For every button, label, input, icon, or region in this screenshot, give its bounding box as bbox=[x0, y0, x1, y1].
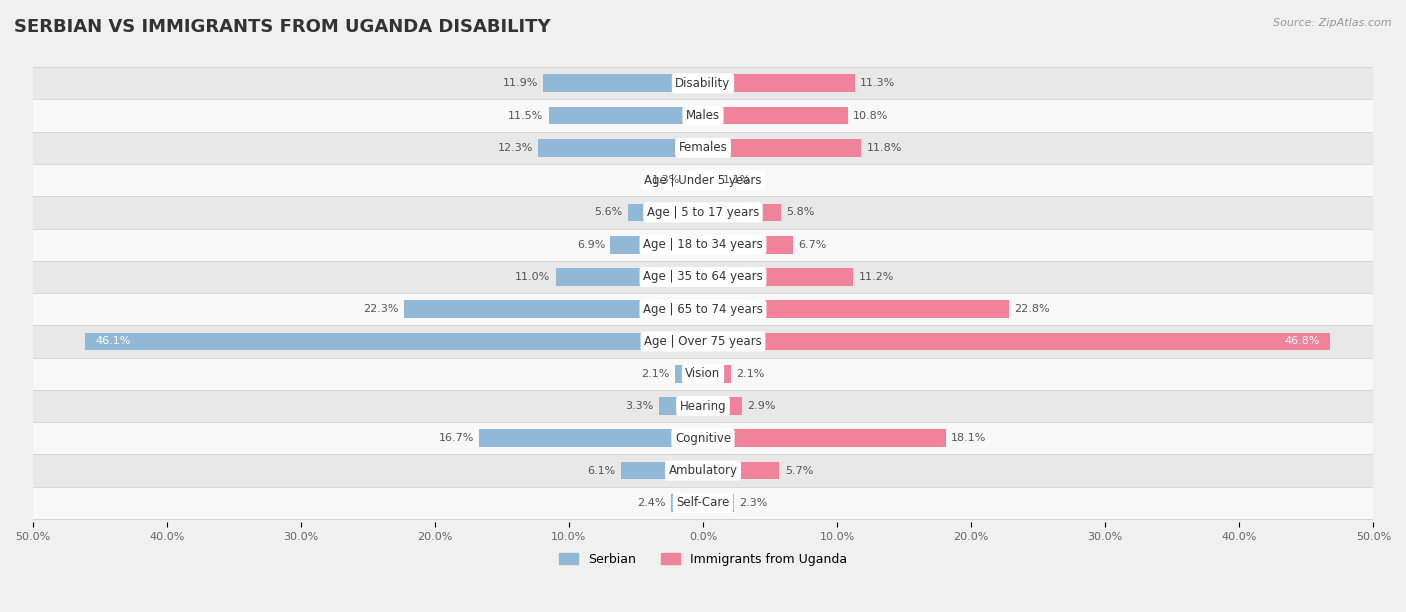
Text: 46.8%: 46.8% bbox=[1284, 337, 1320, 346]
Bar bbox=[32, 228, 1374, 261]
Text: 2.4%: 2.4% bbox=[637, 498, 665, 508]
Text: 2.3%: 2.3% bbox=[740, 498, 768, 508]
Bar bbox=[404, 300, 703, 318]
Text: 46.1%: 46.1% bbox=[96, 337, 131, 346]
Text: 5.7%: 5.7% bbox=[785, 466, 813, 476]
Bar bbox=[32, 455, 1374, 487]
Text: 18.1%: 18.1% bbox=[950, 433, 987, 443]
Text: 1.1%: 1.1% bbox=[723, 175, 751, 185]
Bar bbox=[538, 139, 703, 157]
Text: Age | 5 to 17 years: Age | 5 to 17 years bbox=[647, 206, 759, 219]
Text: 2.1%: 2.1% bbox=[737, 369, 765, 379]
Text: 11.5%: 11.5% bbox=[508, 111, 544, 121]
Text: 2.9%: 2.9% bbox=[747, 401, 776, 411]
Bar bbox=[628, 204, 703, 222]
Bar bbox=[703, 139, 862, 157]
Bar bbox=[703, 365, 731, 382]
Bar bbox=[703, 300, 1008, 318]
Text: Vision: Vision bbox=[685, 367, 721, 380]
Bar bbox=[32, 100, 1374, 132]
Text: 22.3%: 22.3% bbox=[363, 304, 399, 314]
Bar bbox=[32, 390, 1374, 422]
Text: Disability: Disability bbox=[675, 77, 731, 90]
Text: Self-Care: Self-Care bbox=[676, 496, 730, 509]
Bar bbox=[621, 461, 703, 479]
Bar bbox=[32, 326, 1374, 357]
Text: 5.6%: 5.6% bbox=[595, 207, 623, 217]
Text: 12.3%: 12.3% bbox=[498, 143, 533, 153]
Bar bbox=[659, 397, 703, 415]
Bar bbox=[32, 293, 1374, 326]
Bar bbox=[703, 106, 848, 124]
Text: Age | 65 to 74 years: Age | 65 to 74 years bbox=[643, 303, 763, 316]
Bar bbox=[675, 365, 703, 382]
Bar bbox=[703, 494, 734, 512]
Bar bbox=[703, 171, 717, 189]
Bar bbox=[703, 333, 1330, 351]
Bar bbox=[544, 75, 703, 92]
Bar bbox=[686, 171, 703, 189]
Legend: Serbian, Immigrants from Uganda: Serbian, Immigrants from Uganda bbox=[554, 548, 852, 571]
Bar bbox=[703, 236, 793, 253]
Bar bbox=[548, 106, 703, 124]
Bar bbox=[32, 357, 1374, 390]
Bar bbox=[703, 75, 855, 92]
Text: 11.2%: 11.2% bbox=[859, 272, 894, 282]
Text: 10.8%: 10.8% bbox=[853, 111, 889, 121]
Text: Hearing: Hearing bbox=[679, 400, 727, 412]
Text: 16.7%: 16.7% bbox=[439, 433, 474, 443]
Bar bbox=[703, 397, 742, 415]
Bar bbox=[555, 268, 703, 286]
Text: SERBIAN VS IMMIGRANTS FROM UGANDA DISABILITY: SERBIAN VS IMMIGRANTS FROM UGANDA DISABI… bbox=[14, 18, 551, 36]
Text: Source: ZipAtlas.com: Source: ZipAtlas.com bbox=[1274, 18, 1392, 28]
Bar bbox=[703, 204, 780, 222]
Text: 5.8%: 5.8% bbox=[786, 207, 814, 217]
Text: Age | 18 to 34 years: Age | 18 to 34 years bbox=[643, 238, 763, 251]
Text: 6.1%: 6.1% bbox=[588, 466, 616, 476]
Text: 11.9%: 11.9% bbox=[503, 78, 538, 88]
Bar bbox=[479, 430, 703, 447]
Text: Age | Over 75 years: Age | Over 75 years bbox=[644, 335, 762, 348]
Bar bbox=[32, 422, 1374, 455]
Bar bbox=[703, 268, 853, 286]
Text: 6.9%: 6.9% bbox=[576, 240, 605, 250]
Text: Age | Under 5 years: Age | Under 5 years bbox=[644, 174, 762, 187]
Text: Ambulatory: Ambulatory bbox=[668, 464, 738, 477]
Bar bbox=[703, 461, 779, 479]
Text: Males: Males bbox=[686, 109, 720, 122]
Bar bbox=[671, 494, 703, 512]
Bar bbox=[32, 132, 1374, 164]
Bar bbox=[703, 430, 946, 447]
Bar bbox=[32, 261, 1374, 293]
Bar bbox=[84, 333, 703, 351]
Text: 2.1%: 2.1% bbox=[641, 369, 669, 379]
Text: Age | 35 to 64 years: Age | 35 to 64 years bbox=[643, 271, 763, 283]
Text: 11.8%: 11.8% bbox=[866, 143, 901, 153]
Text: 3.3%: 3.3% bbox=[626, 401, 654, 411]
Text: 11.3%: 11.3% bbox=[860, 78, 896, 88]
Text: Cognitive: Cognitive bbox=[675, 432, 731, 445]
Text: 6.7%: 6.7% bbox=[799, 240, 827, 250]
Bar bbox=[32, 196, 1374, 228]
Bar bbox=[32, 487, 1374, 519]
Bar bbox=[610, 236, 703, 253]
Text: Females: Females bbox=[679, 141, 727, 154]
Text: 1.3%: 1.3% bbox=[652, 175, 681, 185]
Text: 11.0%: 11.0% bbox=[515, 272, 550, 282]
Text: 22.8%: 22.8% bbox=[1014, 304, 1050, 314]
Bar bbox=[32, 67, 1374, 100]
Bar bbox=[32, 164, 1374, 196]
